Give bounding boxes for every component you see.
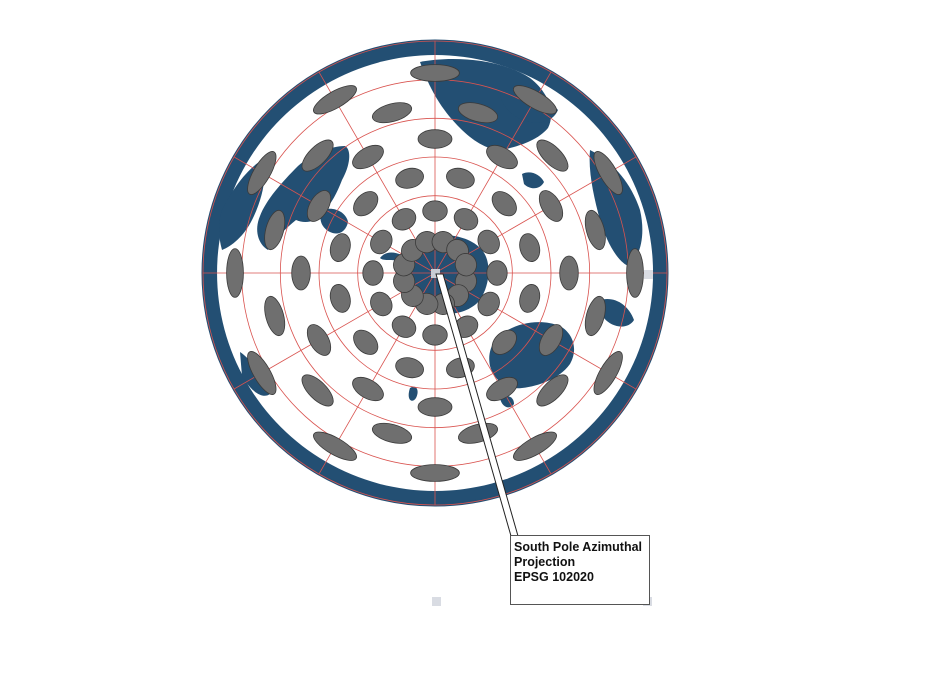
tissot-ellipse	[417, 397, 453, 417]
tissot-ellipse	[457, 102, 499, 124]
tissot-ellipse	[491, 329, 517, 355]
selection-handle-right[interactable]	[644, 270, 653, 279]
tissot-ellipse	[477, 291, 500, 317]
tissot-ellipse	[593, 351, 623, 395]
tissot-ellipse	[247, 151, 277, 195]
callout-line-1: South Pole Azimuthal	[514, 540, 643, 554]
africa	[420, 59, 552, 150]
tissot-ellipse	[370, 291, 393, 317]
tissot-ellipse	[486, 376, 518, 402]
tissot-ellipse	[584, 209, 606, 251]
tissot-ellipse	[454, 253, 477, 277]
tissot-ellipse	[362, 260, 384, 286]
tissot-ellipse	[486, 144, 518, 170]
tissot-ellipse	[264, 295, 286, 337]
indonesia	[600, 298, 634, 327]
tissot-ellipse	[370, 229, 393, 255]
projection-callout[interactable]: South Pole Azimuthal Projection EPSG 102…	[510, 535, 650, 605]
madagascar	[522, 172, 544, 189]
tissot-ellipse	[391, 315, 417, 338]
tissot-ellipse	[519, 284, 541, 313]
tissot-ellipse	[536, 374, 569, 407]
south-america-tip	[320, 208, 348, 234]
tissot-ellipse	[477, 229, 500, 255]
tissot-ellipse	[417, 129, 453, 149]
tissot-ellipse	[352, 376, 384, 402]
tissot-ellipse	[313, 431, 357, 461]
tissot-ellipse	[491, 191, 517, 217]
tissot-ellipse	[593, 151, 623, 195]
new-zealand	[408, 386, 418, 401]
tissot-ellipse	[371, 422, 413, 444]
tissot-ellipse	[446, 167, 475, 189]
tissot-ellipse	[329, 284, 351, 313]
tissot-ellipse	[291, 255, 311, 291]
tissot-ellipse	[559, 255, 579, 291]
selection-handle-bottom[interactable]	[432, 597, 441, 606]
tissot-ellipse	[538, 324, 564, 356]
tissot-ellipse	[422, 324, 448, 346]
tissot-ellipse	[353, 191, 379, 217]
tissot-ellipse	[519, 233, 541, 262]
tissot-ellipse	[226, 248, 244, 298]
tissot-ellipse	[536, 139, 569, 172]
tissot-ellipse	[301, 374, 334, 407]
tissot-ellipse	[247, 351, 277, 395]
callout-line-2: Projection	[514, 555, 576, 569]
tissot-ellipse	[353, 329, 379, 355]
tissot-ellipse	[626, 248, 644, 298]
tissot-ellipse	[513, 431, 557, 461]
tissot-ellipse	[264, 209, 286, 251]
tissot-ellipse	[453, 208, 479, 231]
tissot-ellipse	[584, 295, 606, 337]
tissot-ellipse	[391, 208, 417, 231]
tissot-indicatrices	[226, 64, 644, 482]
tissot-ellipse	[410, 464, 460, 482]
tissot-ellipse	[410, 64, 460, 82]
tissot-ellipse	[329, 233, 351, 262]
tissot-ellipse	[306, 190, 332, 222]
tissot-ellipse	[395, 167, 424, 189]
tissot-ellipse	[301, 139, 334, 172]
tissot-ellipse	[371, 102, 413, 124]
tissot-ellipse	[513, 85, 557, 115]
tissot-ellipse	[486, 260, 508, 286]
tissot-ellipse	[352, 144, 384, 170]
tissot-ellipse	[313, 85, 357, 115]
callout-line-3: EPSG 102020	[514, 570, 594, 584]
tissot-ellipse	[306, 324, 332, 356]
tissot-ellipse	[422, 200, 448, 222]
tissot-ellipse	[538, 190, 564, 222]
tissot-ellipse	[395, 357, 424, 379]
